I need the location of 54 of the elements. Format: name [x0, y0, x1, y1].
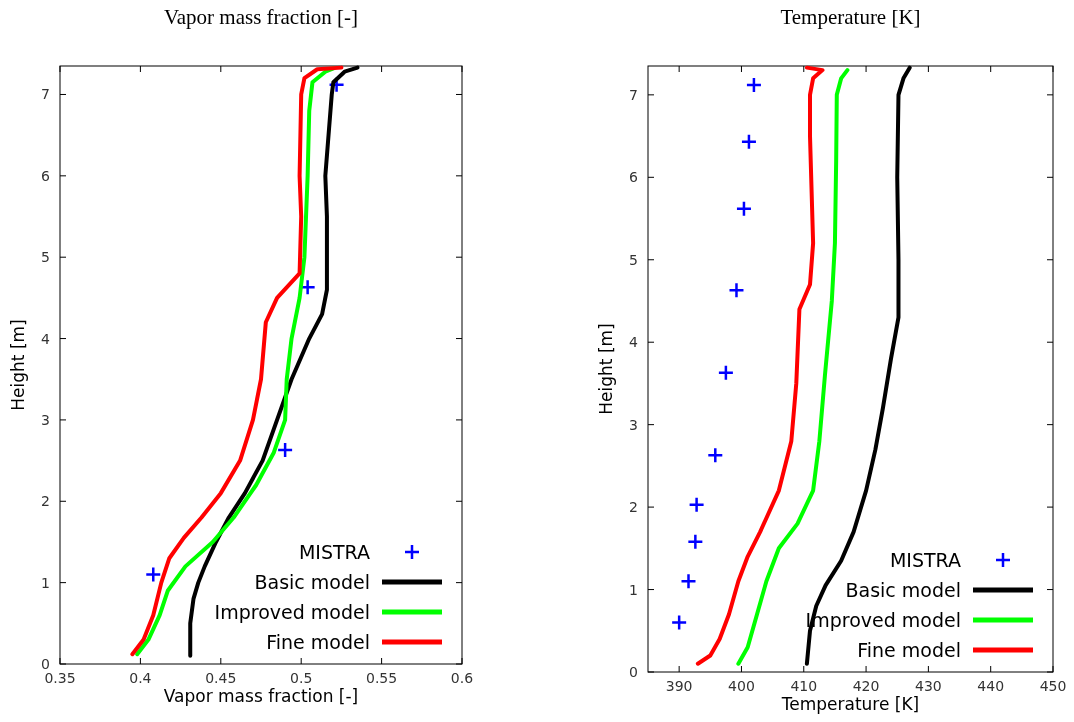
x-tick-label: 0.4 [129, 670, 152, 686]
point [680, 573, 697, 590]
y-axis-title: Height [m] [596, 323, 616, 415]
y-tick-label: 0 [41, 656, 50, 672]
y-tick-label: 5 [41, 249, 50, 266]
x-tick-label: 410 [790, 678, 818, 694]
y-tick-label: 2 [629, 499, 638, 516]
point [276, 441, 294, 459]
y-tick-label: 6 [41, 167, 51, 184]
x-tick-label: 440 [977, 678, 1005, 694]
point [735, 200, 753, 217]
x-tick-label: 420 [852, 678, 880, 694]
point [717, 364, 735, 381]
chart-title: Vapor mass fraction [-] [163, 5, 359, 29]
x-tick-label: 390 [665, 678, 693, 694]
x-tick-label: 450 [1039, 678, 1067, 694]
x-tick-label: 430 [915, 678, 942, 694]
legend-label: MISTRA [298, 541, 370, 563]
y-axis-title: Height [m] [8, 319, 28, 411]
legend-label: MISTRA [889, 549, 961, 571]
legend-label: Fine model [857, 639, 961, 661]
legend-label: Improved model [214, 601, 370, 623]
y-tick-label: 5 [629, 251, 638, 268]
y-tick-label: 3 [41, 411, 50, 428]
point [707, 446, 724, 464]
point [670, 614, 688, 631]
y-tick-label: 1 [629, 581, 638, 598]
y-tick-label: 2 [41, 493, 50, 510]
y-tick-label: 7 [629, 86, 638, 103]
point [745, 76, 763, 94]
y-tick-label: 4 [41, 330, 51, 347]
x-axis-title: Temperature [K] [780, 694, 920, 714]
chart-title: Temperature [K] [780, 5, 921, 29]
legend-label: Basic model [254, 571, 370, 593]
y-tick-label: 3 [629, 416, 638, 433]
x-tick-label: 0.35 [44, 670, 76, 686]
legend-label: Fine model [266, 631, 370, 653]
x-tick-label: 0.55 [366, 670, 398, 686]
y-tick-label: 7 [41, 86, 50, 103]
y-tick-label: 4 [629, 334, 639, 351]
point [688, 496, 705, 513]
x-tick-label: 0.6 [450, 670, 474, 686]
point [687, 533, 704, 550]
x-axis-title: Vapor mass fraction [-] [163, 686, 359, 706]
point [145, 566, 162, 583]
point [740, 133, 758, 151]
legend-label: Basic model [845, 579, 961, 601]
point [728, 282, 745, 299]
x-tick-label: 400 [728, 678, 755, 694]
y-tick-label: 0 [629, 664, 638, 680]
x-tick-label: 0.5 [290, 670, 313, 686]
x-tick-label: 0.45 [205, 670, 237, 686]
y-tick-label: 1 [41, 574, 50, 591]
y-tick-label: 6 [629, 169, 639, 186]
